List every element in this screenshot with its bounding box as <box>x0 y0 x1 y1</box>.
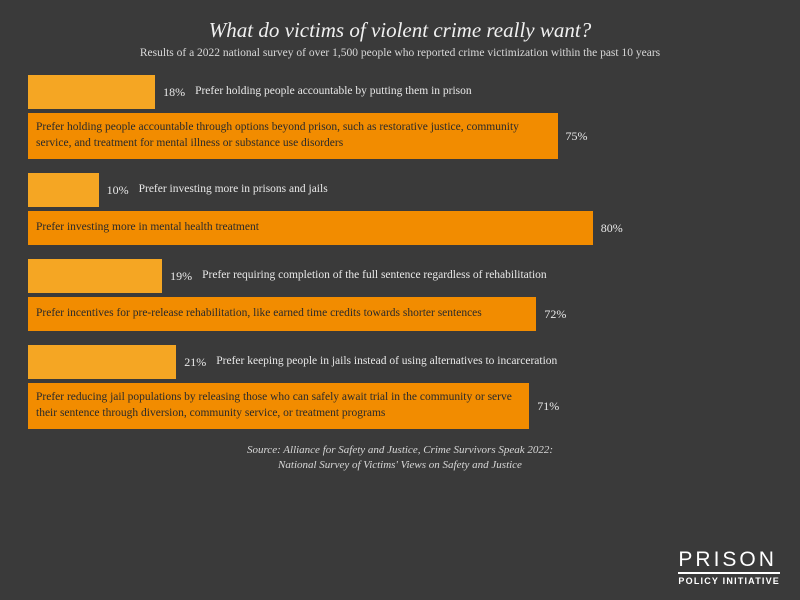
bar-label-outside: 18% Prefer holding people accountable by … <box>155 75 472 109</box>
bar-a <box>28 259 162 293</box>
logo-text-top: PRISON <box>678 549 780 570</box>
logo-text-bottom: POLICY INITIATIVE <box>678 572 780 586</box>
bar-label-text: Prefer requiring completion of the full … <box>202 268 547 284</box>
bar-row: 18% Prefer holding people accountable by … <box>28 75 772 109</box>
bar-pct-outside: 71% <box>529 383 569 429</box>
bar-label-text: Prefer keeping people in jails instead o… <box>216 354 557 370</box>
bar-label-outside: 21% Prefer keeping people in jails instea… <box>176 345 557 379</box>
bar-row: 21% Prefer keeping people in jails instea… <box>28 345 772 379</box>
bar-row: Prefer investing more in mental health t… <box>28 211 772 245</box>
bar-pct-outside: 72% <box>536 297 576 331</box>
bar-pct: 75% <box>566 129 588 144</box>
bar-pair: 18% Prefer holding people accountable by … <box>28 75 772 159</box>
bar-pct: 18% <box>163 85 185 100</box>
bar-label-text: Prefer reducing jail populations by rele… <box>28 390 529 421</box>
bar-chart: 18% Prefer holding people accountable by … <box>28 75 772 429</box>
bar-pair: 21% Prefer keeping people in jails instea… <box>28 345 772 429</box>
bar-pct: 19% <box>170 269 192 284</box>
bar-row: Prefer holding people accountable throug… <box>28 113 772 159</box>
bar-pct-outside: 80% <box>593 211 633 245</box>
bar-pair: 19% Prefer requiring completion of the fu… <box>28 259 772 331</box>
source-citation: Source: Alliance for Safety and Justice,… <box>28 443 772 474</box>
bar-b: Prefer reducing jail populations by rele… <box>28 383 529 429</box>
bar-pct: 80% <box>601 221 623 236</box>
bar-pct: 71% <box>537 399 559 414</box>
bar-pair: 10% Prefer investing more in prisons and … <box>28 173 772 245</box>
bar-row: Prefer reducing jail populations by rele… <box>28 383 772 429</box>
bar-label-text: Prefer holding people accountable throug… <box>28 120 558 151</box>
bar-row: 10% Prefer investing more in prisons and … <box>28 173 772 207</box>
bar-pct-outside: 75% <box>558 113 598 159</box>
bar-label-text: Prefer incentives for pre-release rehabi… <box>28 306 490 322</box>
bar-label-outside: 10% Prefer investing more in prisons and … <box>99 173 328 207</box>
bar-b: Prefer incentives for pre-release rehabi… <box>28 297 536 331</box>
bar-a <box>28 345 176 379</box>
bar-row: Prefer incentives for pre-release rehabi… <box>28 297 772 331</box>
bar-pct: 21% <box>184 355 206 370</box>
bar-label-text: Prefer investing more in mental health t… <box>28 220 267 236</box>
bar-pct: 72% <box>544 307 566 322</box>
bar-row: 19% Prefer requiring completion of the fu… <box>28 259 772 293</box>
bar-pct: 10% <box>107 183 129 198</box>
bar-b: Prefer holding people accountable throug… <box>28 113 558 159</box>
chart-title: What do victims of violent crime really … <box>28 18 772 43</box>
bar-label-text: Prefer investing more in prisons and jai… <box>139 182 328 198</box>
chart-subtitle: Results of a 2022 national survey of ove… <box>28 47 772 59</box>
bar-label-text: Prefer holding people accountable by put… <box>195 84 472 100</box>
bar-b: Prefer investing more in mental health t… <box>28 211 593 245</box>
bar-a <box>28 173 99 207</box>
bar-a <box>28 75 155 109</box>
org-logo: PRISON POLICY INITIATIVE <box>678 549 780 586</box>
bar-label-outside: 19% Prefer requiring completion of the fu… <box>162 259 547 293</box>
